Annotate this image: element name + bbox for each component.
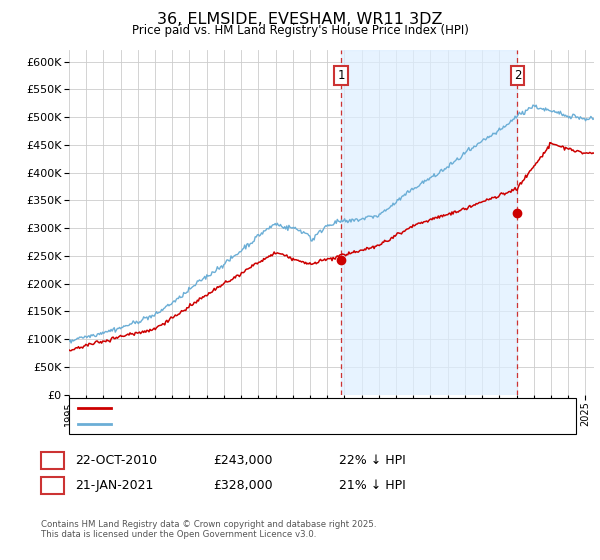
Text: 1: 1: [337, 69, 345, 82]
Text: £328,000: £328,000: [213, 479, 272, 492]
Text: 21-JAN-2021: 21-JAN-2021: [75, 479, 154, 492]
Text: HPI: Average price, detached house, Wychavon: HPI: Average price, detached house, Wych…: [118, 419, 383, 429]
Text: 36, ELMSIDE, EVESHAM, WR11 3DZ: 36, ELMSIDE, EVESHAM, WR11 3DZ: [157, 12, 443, 27]
Text: £243,000: £243,000: [213, 454, 272, 467]
Text: 2: 2: [48, 479, 56, 492]
Text: 2: 2: [514, 69, 521, 82]
Text: 36, ELMSIDE, EVESHAM, WR11 3DZ (detached house): 36, ELMSIDE, EVESHAM, WR11 3DZ (detached…: [118, 403, 418, 413]
Bar: [341, 50, 517, 395]
Text: 22% ↓ HPI: 22% ↓ HPI: [339, 454, 406, 467]
Text: 22-OCT-2010: 22-OCT-2010: [75, 454, 157, 467]
Text: 1: 1: [48, 454, 56, 467]
Text: Price paid vs. HM Land Registry's House Price Index (HPI): Price paid vs. HM Land Registry's House …: [131, 24, 469, 36]
Text: Contains HM Land Registry data © Crown copyright and database right 2025.
This d: Contains HM Land Registry data © Crown c…: [41, 520, 376, 539]
Text: 21% ↓ HPI: 21% ↓ HPI: [339, 479, 406, 492]
